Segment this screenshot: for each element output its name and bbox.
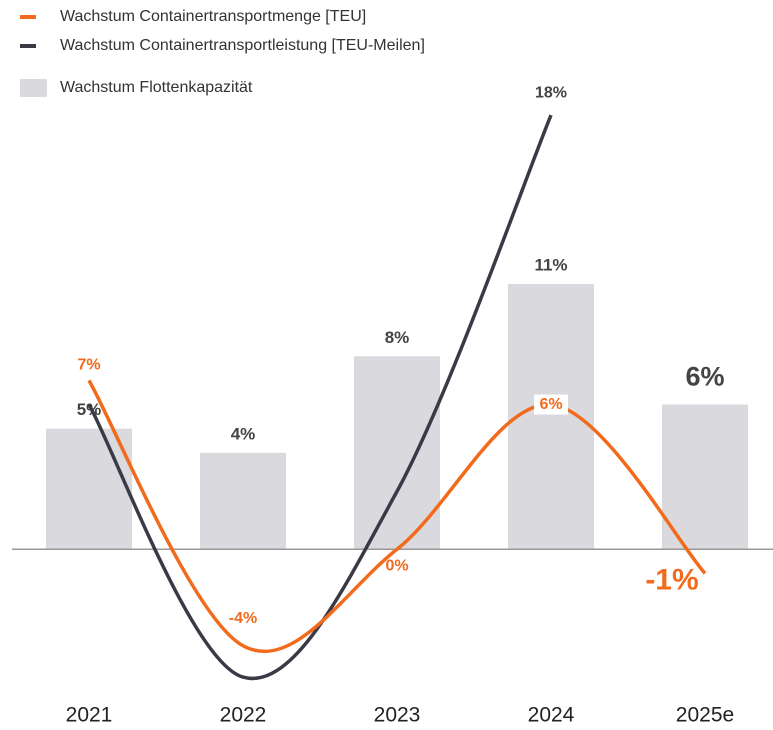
- x-tick-label: 2024: [528, 704, 575, 727]
- bar-value-label: 6%: [685, 362, 724, 392]
- bar-value-label: 4%: [231, 424, 256, 443]
- bar-value-label: 11%: [534, 255, 567, 274]
- line-value-label: -1%: [645, 563, 698, 596]
- label-bg: [534, 394, 568, 415]
- x-tick-label: 2023: [374, 704, 421, 727]
- x-tick-label: 2022: [220, 704, 267, 727]
- line-value-label: 0%: [385, 557, 408, 574]
- series-line: [87, 114, 553, 681]
- bar-value-label: 5%: [77, 400, 102, 419]
- label-bg: [226, 608, 260, 629]
- bar-value-label: 8%: [385, 328, 410, 347]
- legend-label: Wachstum Flottenkapazität: [60, 79, 253, 96]
- bar: [200, 452, 286, 550]
- bar: [662, 404, 748, 550]
- bar: [46, 428, 132, 550]
- line-value-label: 18%: [535, 84, 567, 101]
- line-value-label: 7%: [77, 357, 100, 374]
- legend-label: Wachstum Containertransportleistung [TEU…: [60, 37, 425, 54]
- legend-label: Wachstum Containertransportmenge [TEU]: [60, 8, 366, 25]
- legend-swatch: [20, 79, 47, 97]
- x-tick-label: 2025e: [676, 704, 734, 727]
- line-value-label: 6%: [539, 396, 562, 413]
- series-line: [87, 379, 707, 654]
- line-value-label: -4%: [229, 610, 257, 627]
- bar: [354, 356, 440, 550]
- x-tick-label: 2021: [66, 704, 113, 727]
